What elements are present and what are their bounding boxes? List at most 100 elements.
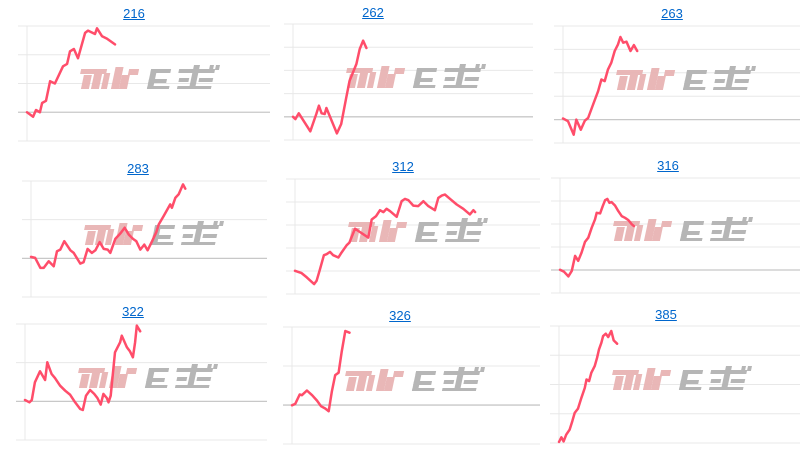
data-point: [613, 339, 615, 341]
line-chart: [550, 325, 800, 444]
data-point: [56, 250, 58, 252]
chart-title-link[interactable]: 312: [392, 159, 414, 174]
data-point: [594, 365, 596, 367]
data-point: [575, 119, 577, 121]
data-point: [587, 117, 589, 119]
data-point: [346, 244, 348, 246]
data-point: [41, 102, 43, 104]
watermark-logo: [613, 217, 753, 241]
data-point: [324, 113, 326, 115]
data-point: [622, 42, 624, 44]
data-point: [48, 260, 50, 262]
data-point: [441, 194, 443, 197]
data-point: [633, 225, 635, 227]
data-point: [567, 275, 569, 278]
data-point: [178, 193, 180, 195]
chart-title-link[interactable]: 283: [127, 161, 149, 176]
data-point: [119, 232, 122, 235]
line-chart: [16, 323, 267, 441]
watermark-logo: [616, 66, 756, 90]
data-point: [53, 265, 55, 267]
data-point: [174, 197, 177, 199]
watermark-logo: [346, 64, 486, 88]
data-point: [407, 199, 410, 201]
data-point: [598, 348, 600, 350]
data-point: [456, 203, 458, 206]
data-point: [74, 401, 76, 403]
data-point: [106, 397, 108, 399]
data-point: [103, 248, 105, 250]
data-point: [24, 399, 26, 401]
data-point: [569, 429, 571, 431]
data-point: [611, 201, 613, 203]
data-point: [574, 412, 576, 414]
data-point: [107, 401, 110, 403]
data-point: [577, 260, 579, 262]
data-point: [171, 207, 173, 209]
data-point: [338, 372, 340, 374]
data-point: [329, 251, 331, 253]
series-line: [291, 39, 368, 135]
data-point: [93, 393, 95, 395]
data-point: [386, 208, 388, 210]
chart-title-link[interactable]: 263: [661, 6, 683, 21]
data-point: [597, 90, 599, 92]
chart-title-link[interactable]: 322: [122, 304, 144, 319]
data-point: [599, 212, 601, 215]
chart-title-link[interactable]: 262: [362, 5, 384, 20]
data-point: [132, 356, 134, 358]
data-point: [600, 78, 602, 81]
data-point: [587, 237, 589, 239]
data-point: [354, 228, 356, 230]
chart-title-link[interactable]: 385: [655, 307, 677, 322]
data-point: [28, 401, 30, 403]
data-point: [562, 117, 564, 120]
data-point: [607, 336, 609, 338]
data-point: [292, 116, 294, 118]
data-point: [571, 270, 573, 272]
data-point: [31, 399, 33, 401]
data-point: [577, 408, 579, 410]
data-point: [624, 217, 626, 219]
data-point: [417, 205, 419, 207]
data-point: [614, 50, 616, 52]
data-point: [43, 267, 45, 269]
data-point: [126, 346, 128, 348]
data-point: [169, 203, 171, 206]
data-point: [83, 261, 85, 263]
data-point: [294, 270, 296, 272]
data-point: [91, 252, 93, 254]
data-point: [315, 280, 318, 282]
data-point: [379, 209, 381, 211]
data-point: [594, 218, 596, 220]
chart-title-link[interactable]: 326: [389, 308, 411, 323]
chart-title-link[interactable]: 216: [123, 6, 145, 21]
chart-svg: [16, 323, 267, 441]
data-point: [73, 252, 75, 254]
data-point: [291, 404, 293, 406]
data-point: [79, 408, 81, 410]
data-point: [326, 253, 328, 255]
data-point: [449, 198, 451, 200]
data-point: [573, 134, 575, 136]
data-point: [367, 237, 369, 239]
data-point: [352, 71, 354, 73]
data-point: [610, 330, 612, 332]
data-point: [604, 80, 606, 82]
data-point: [82, 409, 84, 411]
data-point: [45, 100, 47, 102]
data-point: [69, 50, 71, 52]
data-point: [73, 48, 75, 50]
data-point: [306, 389, 308, 392]
data-point: [349, 80, 351, 82]
data-point: [87, 30, 89, 32]
data-point: [596, 212, 598, 214]
data-point: [334, 374, 336, 376]
data-point: [114, 351, 116, 353]
data-point: [119, 341, 121, 343]
line-chart: [22, 180, 267, 298]
data-point: [596, 357, 598, 359]
chart-svg: [284, 23, 533, 141]
chart-title-link[interactable]: 316: [657, 158, 679, 173]
chart-svg: [18, 25, 270, 142]
